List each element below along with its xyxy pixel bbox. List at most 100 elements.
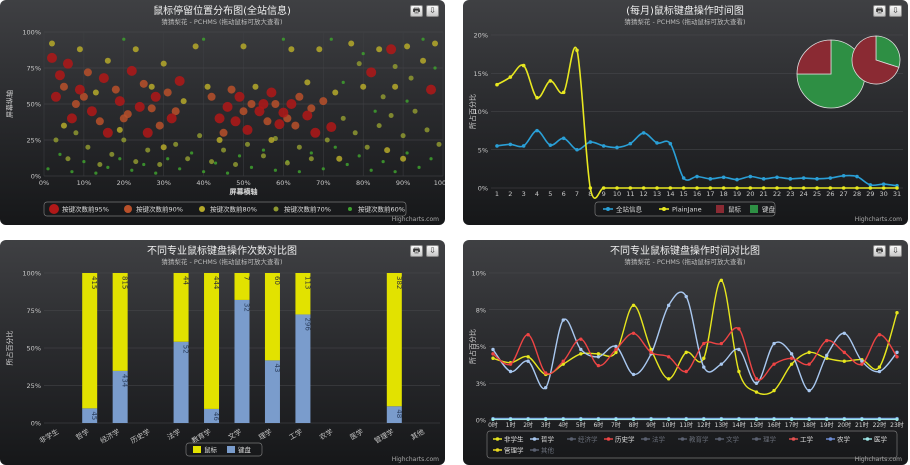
- chart-legend: 鼠标 键盘: [185, 442, 263, 457]
- series-point: [588, 186, 593, 190]
- x-tick-label: 18: [720, 190, 728, 198]
- print-button[interactable]: 🖶: [410, 245, 423, 257]
- scatter-point: [53, 137, 59, 143]
- legend-box: [486, 430, 898, 459]
- series-point: [588, 140, 593, 144]
- x-tick-label: 21: [760, 190, 768, 198]
- series-point: [895, 186, 899, 190]
- series-point: [684, 294, 688, 299]
- series-point: [596, 355, 601, 359]
- chart-title: 鼠标停留位置分布图(全站信息): [153, 4, 291, 17]
- credit-link[interactable]: Highcharts.com: [391, 456, 439, 463]
- series-point: [754, 417, 759, 421]
- scatter-point: [79, 92, 88, 101]
- legend-label: 全站信息: [616, 205, 643, 214]
- scatter-point: [234, 91, 245, 102]
- series-point: [668, 141, 673, 146]
- series-point: [601, 144, 606, 148]
- scatter-point: [308, 156, 314, 162]
- scatter-chart: 鼠标停留位置分布图(全站信息)猜猜梨花 - PCHMS (拖动鼠标可放大查看) 0…: [5, 4, 445, 217]
- scatter-point: [297, 170, 301, 174]
- x-tick-label: 50%: [236, 179, 250, 187]
- scatter-point: [296, 144, 302, 150]
- series-point: [708, 186, 713, 190]
- scatter-point: [302, 110, 313, 121]
- series-point: [737, 417, 741, 421]
- x-tick-label: 30%: [156, 179, 170, 187]
- x-tick-label: 90%: [396, 179, 410, 187]
- y-tick-label: 100%: [22, 29, 41, 37]
- series-point: [825, 417, 829, 421]
- series-point: [842, 359, 847, 363]
- export-button[interactable]: ⇩: [426, 245, 439, 257]
- export-button[interactable]: ⇩: [426, 5, 439, 17]
- scatter-point: [202, 170, 206, 174]
- bar-segment: [264, 360, 280, 423]
- export-button[interactable]: ⇩: [889, 5, 902, 17]
- legend-marker: [643, 437, 648, 441]
- series-point: [789, 417, 794, 421]
- x-tick-label: 7时: [611, 421, 621, 429]
- bar-segment: [295, 273, 311, 315]
- credit-link[interactable]: Highcharts.com: [854, 456, 902, 463]
- series-point: [828, 176, 833, 180]
- x-axis-label: 屏幕横轴: [229, 187, 258, 196]
- series-point: [491, 352, 495, 356]
- x-tick-label: 40%: [196, 179, 210, 187]
- series-point: [615, 186, 619, 190]
- series-point: [855, 186, 859, 190]
- legend-marker: [716, 205, 724, 213]
- x-tick-label: 工学: [287, 427, 304, 442]
- y-tick-label: 75%: [27, 65, 41, 73]
- series-point: [548, 79, 553, 83]
- scatter-point: [83, 68, 92, 77]
- series-point: [881, 186, 886, 190]
- legend-marker: [791, 437, 796, 441]
- series-point: [628, 186, 633, 190]
- x-tick-label: 4时: [558, 421, 568, 429]
- scatter-point: [304, 79, 311, 86]
- x-tick-label: 10: [613, 190, 621, 198]
- series-point: [754, 377, 759, 381]
- scatter-point: [147, 104, 156, 113]
- credit-link[interactable]: Highcharts.com: [854, 216, 902, 223]
- series-point: [877, 369, 882, 374]
- y-tick-label: 0%: [31, 173, 41, 181]
- series-point: [579, 347, 583, 352]
- legend-label: 教育学: [689, 434, 709, 443]
- chart-panel-major-counts: 不同专业鼠标键盘操作次数对比图 猜猜梨花 - PCHMS (拖动鼠标可放大查看) 0…: [0, 240, 445, 465]
- series-point: [877, 417, 882, 421]
- chart-title: 不同专业鼠标键盘操作次数对比图: [147, 244, 297, 257]
- bar-segment: [173, 341, 189, 423]
- series-point: [491, 356, 495, 360]
- legend-label: PlainJane: [672, 206, 702, 214]
- series-point: [801, 186, 806, 190]
- scatter-point: [180, 98, 187, 105]
- series-point: [521, 144, 526, 148]
- x-tick-label: 1: [495, 190, 499, 198]
- scatter-point: [380, 94, 386, 100]
- x-tick-label: 9时: [646, 421, 656, 429]
- series-point: [561, 359, 565, 363]
- x-tick-label: 18时: [802, 421, 816, 429]
- print-button[interactable]: 🖶: [410, 5, 423, 17]
- legend-box: [185, 442, 263, 457]
- scatter-point: [420, 57, 427, 64]
- data-label: 113: [303, 276, 311, 289]
- series-point: [575, 48, 579, 53]
- scatter-point: [400, 133, 406, 139]
- credit-link[interactable]: Highcharts.com: [391, 216, 439, 223]
- scatter-point: [121, 137, 127, 143]
- scatter-point: [86, 106, 97, 117]
- export-button[interactable]: ⇩: [889, 245, 902, 257]
- scatter-point: [436, 141, 442, 147]
- print-button[interactable]: 🖶: [873, 245, 886, 257]
- legend-label: 工学: [800, 434, 814, 443]
- print-button[interactable]: 🖶: [873, 5, 886, 17]
- series-point: [895, 310, 899, 315]
- y-axis-label: 屏幕纵轴: [5, 90, 14, 118]
- scatter-point: [54, 70, 65, 81]
- x-tick-label: 2: [508, 190, 512, 198]
- scatter-point: [94, 171, 98, 175]
